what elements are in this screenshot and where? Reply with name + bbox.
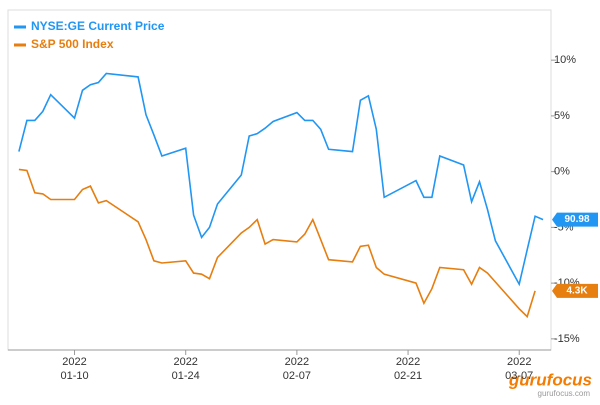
y-tick-label: -15% xyxy=(554,333,580,345)
x-tick-year: 2022 xyxy=(396,356,420,368)
end-tag-bg xyxy=(552,212,598,227)
y-tick-label: 10% xyxy=(554,54,576,66)
y-tick-label: 0% xyxy=(554,166,570,178)
x-tick-label: 03-07 xyxy=(505,370,533,382)
x-tick-label: 02-21 xyxy=(394,370,422,382)
end-tag: 4.3K xyxy=(552,283,598,298)
y-tick-label: 5% xyxy=(554,110,570,122)
x-tick-year: 2022 xyxy=(62,356,86,368)
legend-label: NYSE:GE Current Price xyxy=(31,19,165,33)
series-line xyxy=(18,168,536,319)
watermark-sub: gurufocus.com xyxy=(538,389,591,398)
legend-label: S&P 500 Index xyxy=(31,37,114,51)
x-tick-label: 01-24 xyxy=(172,370,200,382)
end-tag: 90.98 xyxy=(552,212,598,227)
series-line xyxy=(18,72,544,287)
end-tag-label: 90.98 xyxy=(564,214,589,225)
end-tag-label: 4.3K xyxy=(566,286,588,297)
x-tick-year: 2022 xyxy=(285,356,309,368)
x-tick-year: 2022 xyxy=(173,356,197,368)
plot-frame xyxy=(7,9,552,351)
watermark: gurufocus xyxy=(508,370,592,389)
end-tag-bg xyxy=(552,283,598,298)
x-tick-label: 01-10 xyxy=(60,370,88,382)
x-tick-label: 02-07 xyxy=(283,370,311,382)
x-tick-year: 2022 xyxy=(507,356,531,368)
